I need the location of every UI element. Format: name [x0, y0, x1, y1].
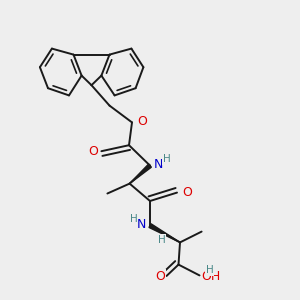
Text: N: N: [154, 158, 163, 171]
Text: H: H: [206, 265, 214, 275]
Text: H: H: [158, 235, 166, 245]
Text: OH: OH: [201, 270, 220, 283]
Polygon shape: [130, 164, 152, 184]
Text: O: O: [182, 186, 192, 199]
Text: H: H: [130, 214, 137, 224]
Text: O: O: [155, 269, 165, 283]
Text: O: O: [88, 145, 98, 158]
Text: O: O: [137, 115, 147, 128]
Text: H: H: [163, 154, 170, 164]
Text: N: N: [137, 218, 146, 231]
Polygon shape: [149, 224, 180, 242]
